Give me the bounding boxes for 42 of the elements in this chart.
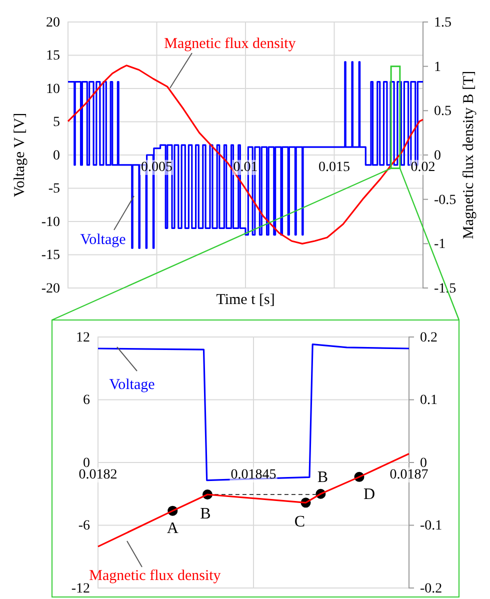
x-axis-title: Time t [s] xyxy=(216,292,275,308)
x-tick-label: 0.01 xyxy=(233,160,258,175)
y2-tick-label: 0.1 xyxy=(420,393,438,408)
x-tick-label: 0.02 xyxy=(410,160,436,175)
y2-tick-label: -1 xyxy=(434,237,446,252)
series-label: Magnetic flux density xyxy=(164,36,296,52)
y-tick-label: -20 xyxy=(41,281,60,296)
y2-axis-title: Magnetic flux density B [T] xyxy=(461,70,477,240)
y2-tick-label: 0 xyxy=(434,148,441,164)
x-tick-label: 0.005 xyxy=(141,160,172,175)
y-tick-label: 12 xyxy=(76,330,90,346)
y-tick-label: 20 xyxy=(46,15,60,30)
y2-tick-label: -0.1 xyxy=(420,518,442,534)
annotation: A xyxy=(166,520,179,537)
y-axis-title: Voltage V [V] xyxy=(12,112,28,198)
x-tick-label: 0.015 xyxy=(318,160,350,175)
y-tick-label: 0 xyxy=(53,148,60,164)
x-tick-label: 0.01845 xyxy=(230,467,276,482)
y-tick-label: -5 xyxy=(48,182,60,197)
y2-tick-label: 1.5 xyxy=(434,15,452,30)
y-tick-label: -12 xyxy=(71,581,90,596)
y2-tick-label: 0.5 xyxy=(434,104,452,120)
y-tick-label: -15 xyxy=(41,248,60,264)
annotation: B xyxy=(317,468,328,486)
series-label: Magnetic flux density xyxy=(89,568,222,584)
series-label: Voltage xyxy=(80,232,126,248)
y-tick-label: 5 xyxy=(53,115,60,130)
y2-tick-label: -0.5 xyxy=(434,192,456,208)
y2-tick-label: 0.2 xyxy=(420,330,438,346)
y-tick-label: -10 xyxy=(41,214,60,230)
x-tick-label: 0.0187 xyxy=(390,467,428,482)
y2-tick-label: -0.2 xyxy=(420,581,442,596)
annotation: D xyxy=(363,486,376,503)
y-tick-label: -6 xyxy=(78,518,90,534)
y-tick-label: 6 xyxy=(83,393,90,408)
y-tick-label: 10 xyxy=(46,82,60,97)
x-tick-label: 0.0182 xyxy=(78,467,118,482)
annotation: C xyxy=(294,514,306,531)
annotation: B xyxy=(200,506,211,523)
y2-tick-label: 1 xyxy=(434,60,441,75)
y-tick-label: 15 xyxy=(46,48,60,64)
series-label: Voltage xyxy=(109,377,156,393)
